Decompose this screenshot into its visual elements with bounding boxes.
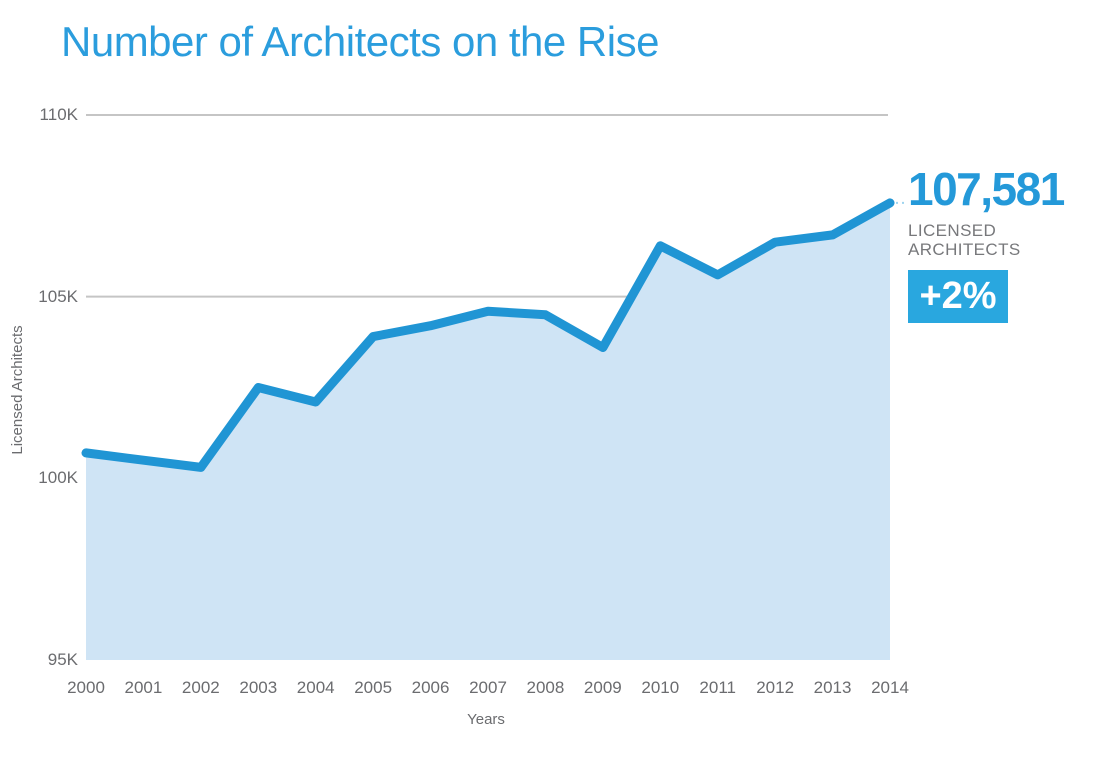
annotation-label-line1: LICENSED — [908, 220, 997, 240]
y-axis-title: Licensed Architects — [9, 325, 26, 455]
y-tick-label: 110K — [39, 105, 78, 124]
y-tick-label: 105K — [38, 286, 78, 306]
x-tick-label: 2004 — [296, 678, 335, 697]
x-tick-label: 2013 — [813, 678, 852, 697]
x-tick-label: 2000 — [67, 678, 105, 697]
x-tick-label: 2012 — [756, 678, 795, 697]
page-title: Number of Architects on the Rise — [61, 18, 659, 65]
y-tick-label: 100K — [38, 468, 78, 488]
growth-badge: +2% — [908, 269, 1008, 323]
x-tick-label: 2010 — [641, 678, 680, 697]
x-tick-label: 2001 — [124, 678, 163, 697]
x-tick-label: 2006 — [411, 678, 450, 697]
last-point-annotation: 107,581 LICENSED ARCHITECTS +2% — [908, 166, 1088, 323]
annotation-value: 107,581 — [908, 162, 1065, 215]
x-tick-label: 2009 — [583, 678, 622, 697]
x-tick-label: 2014 — [871, 678, 909, 697]
x-tick-label: 2005 — [354, 678, 393, 697]
annotation-label-line2: ARCHITECTS — [908, 239, 1021, 259]
y-tick-label: 95K — [47, 650, 78, 669]
trend-line — [81, 198, 895, 472]
area-fill — [86, 202, 890, 660]
x-tick-label: 2002 — [181, 678, 220, 697]
x-tick-label: 2011 — [699, 678, 736, 697]
x-axis-title: Years — [467, 711, 505, 728]
x-tick-label: 2003 — [239, 678, 278, 697]
x-tick-label: 2008 — [526, 678, 565, 697]
x-tick-label: 2007 — [469, 678, 507, 697]
